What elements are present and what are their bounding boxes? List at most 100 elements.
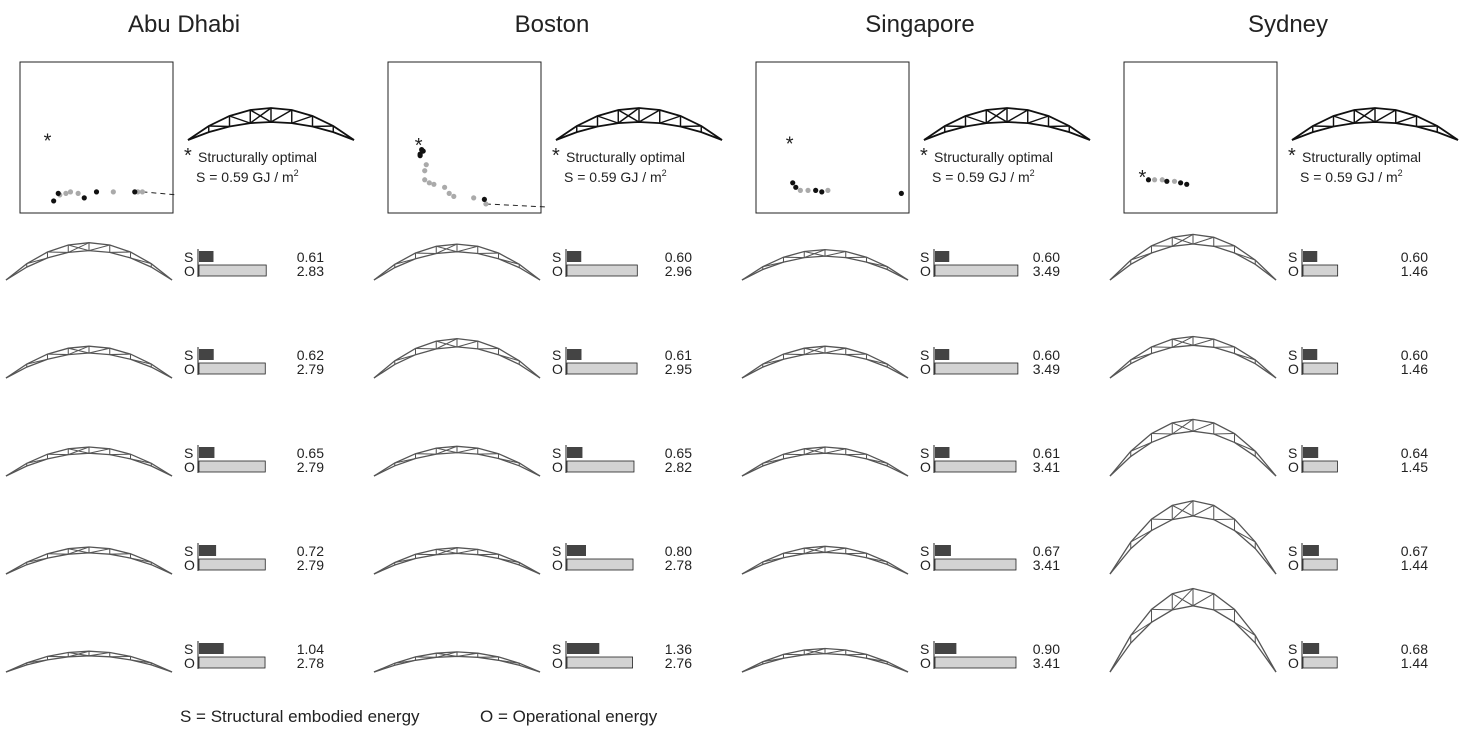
optimal-value: S = 0.59 GJ / m2 — [196, 168, 299, 185]
design-truss — [741, 647, 909, 673]
value-operational: 1.44 — [1401, 655, 1428, 671]
city-panel-1: Boston * * Structurally optimal S = 0.59 GJ … — [373, 11, 723, 673]
pareto-point-gray — [67, 189, 74, 195]
bar-label-s: S — [1288, 249, 1297, 265]
truss-diagonal — [291, 115, 313, 124]
bar-label-o: O — [184, 263, 195, 279]
value-structural: 0.62 — [297, 347, 324, 363]
truss-bottom-chord — [5, 552, 173, 575]
truss-diagonal — [824, 250, 846, 257]
value-structural: 0.61 — [665, 347, 692, 363]
value-structural: 0.65 — [665, 445, 692, 461]
design-row: S 0.60 O 3.49 — [741, 345, 1060, 379]
truss-diagonal — [1234, 352, 1256, 361]
bar-operational — [1302, 656, 1338, 669]
pareto-point-gray — [423, 162, 429, 168]
pareto-point-gray — [483, 201, 489, 207]
bar-label-o: O — [184, 655, 195, 671]
value-operational: 2.78 — [297, 655, 324, 671]
truss-diagonal — [866, 557, 888, 563]
optimal-value-text: S = 0.59 GJ / m — [1300, 169, 1398, 185]
bar-label-s: S — [184, 445, 193, 461]
optimal-star-marker: * — [415, 135, 423, 157]
pareto-frontier-dashed — [485, 203, 546, 208]
value-structural: 0.60 — [665, 249, 692, 265]
pareto-point-black — [51, 198, 57, 204]
truss-diagonal — [498, 659, 520, 664]
optimal-value-superscript: 2 — [294, 168, 299, 178]
pareto-point-black — [898, 190, 904, 196]
truss-diagonal — [26, 358, 48, 365]
truss-diagonal — [394, 354, 416, 362]
truss-diagonal — [1172, 336, 1194, 348]
truss-diagonal — [1130, 352, 1152, 361]
truss-diagonal — [88, 448, 110, 454]
pareto-plot-frame — [755, 61, 910, 214]
truss-diagonal — [88, 244, 110, 252]
value-structural: 0.60 — [1033, 249, 1060, 265]
bar-operational — [934, 264, 1019, 277]
truss-diagonal — [456, 548, 478, 554]
truss-bottom-chord — [5, 352, 173, 379]
pareto-point-black — [93, 189, 100, 195]
bar-label-s: S — [1288, 641, 1297, 657]
pareto-plot-frame — [1123, 61, 1278, 214]
pareto-point-black — [790, 180, 796, 186]
truss-diagonal — [68, 242, 90, 253]
bar-label-o: O — [920, 361, 931, 377]
pareto-point-gray — [426, 180, 432, 186]
value-structural: 0.60 — [1401, 249, 1428, 265]
bar-label-s: S — [1288, 543, 1297, 559]
bar-structural — [199, 349, 214, 360]
pareto-point-black — [1184, 181, 1190, 187]
design-row: S 0.90 O 3.41 — [741, 641, 1060, 673]
optimal-star-marker: * — [786, 134, 794, 156]
bar-operational — [1302, 264, 1339, 277]
truss-diagonal — [1151, 518, 1173, 521]
truss-diagonal — [1171, 233, 1194, 247]
value-structural: 0.90 — [1033, 641, 1060, 657]
bar-label-o: O — [1288, 557, 1299, 573]
pareto-point-gray — [139, 189, 145, 195]
truss-diagonal — [1171, 418, 1194, 435]
truss-bottom-chord — [1109, 605, 1277, 673]
bar-label-o: O — [1288, 361, 1299, 377]
truss-bottom-chord — [373, 251, 541, 281]
design-truss — [741, 345, 909, 379]
truss-diagonal — [804, 647, 826, 656]
pareto-point-gray — [63, 190, 69, 196]
truss-diagonal — [1374, 109, 1397, 123]
pareto-point-black — [813, 187, 819, 193]
truss-bottom-chord — [741, 551, 909, 575]
truss-bottom-chord — [5, 655, 173, 673]
optimal-truss — [923, 107, 1091, 141]
bar-operational — [198, 558, 266, 571]
design-row: S 0.67 O 3.41 — [741, 543, 1060, 575]
truss-diagonal — [436, 445, 458, 455]
value-structural: 1.04 — [297, 641, 324, 657]
truss-diagonal — [1006, 109, 1029, 123]
pareto-point-black — [1145, 177, 1152, 183]
truss-diagonal — [208, 125, 230, 128]
bar-label-o: O — [184, 459, 195, 475]
bar-structural — [935, 447, 950, 458]
truss-diagonal — [130, 659, 152, 664]
value-operational: 2.78 — [665, 557, 692, 573]
design-truss — [5, 546, 173, 575]
design-truss — [373, 445, 541, 477]
truss-diagonal — [1192, 338, 1214, 346]
pareto-point-black — [1178, 180, 1184, 186]
truss-diagonal — [804, 249, 826, 259]
truss-diagonal — [1130, 441, 1152, 452]
design-truss — [5, 242, 173, 281]
pareto-plot-frame — [19, 61, 174, 214]
truss-top-chord — [373, 547, 541, 575]
bar-label-s: S — [552, 249, 561, 265]
truss-diagonal — [68, 650, 90, 658]
value-structural: 0.61 — [1033, 445, 1060, 461]
bar-label-s: S — [920, 347, 929, 363]
design-truss — [741, 446, 909, 477]
truss-diagonal — [456, 652, 478, 657]
truss-diagonal — [68, 546, 90, 555]
